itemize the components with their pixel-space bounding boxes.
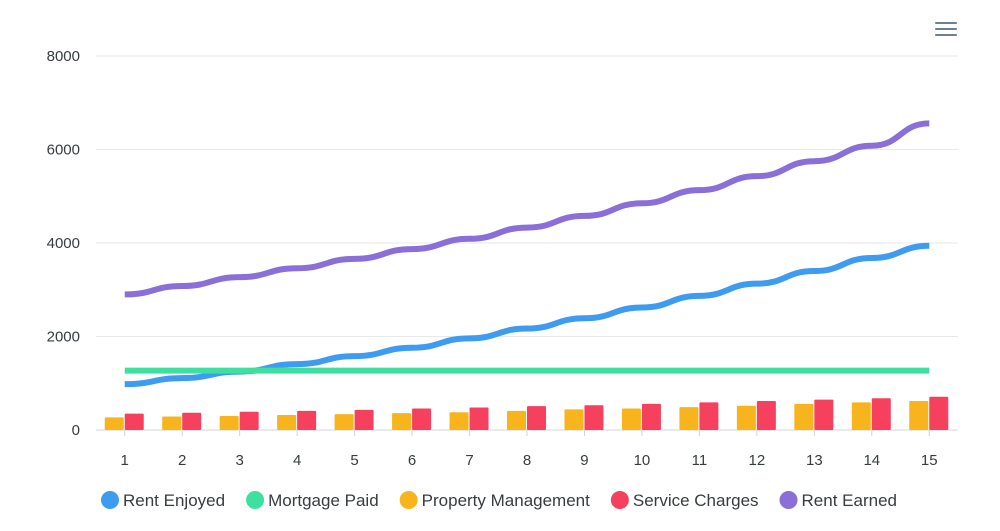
- x-tick-label: 8: [523, 452, 531, 469]
- y-tick-label: 2000: [47, 329, 80, 346]
- legend-marker: [610, 491, 629, 509]
- x-tick-label: 7: [465, 452, 473, 469]
- legend-label: Rent Earned: [802, 491, 897, 510]
- bar-property-management[interactable]: [736, 405, 756, 430]
- x-tick-label: 3: [235, 452, 243, 469]
- menu-bar-middle: [935, 28, 957, 30]
- bar-service-charges[interactable]: [871, 398, 891, 430]
- bar-property-management[interactable]: [449, 412, 469, 430]
- bar-service-charges[interactable]: [641, 403, 661, 430]
- bar-service-charges[interactable]: [239, 411, 259, 430]
- x-tick-label: 15: [921, 452, 938, 469]
- bar-property-management[interactable]: [851, 402, 871, 430]
- bar-property-management[interactable]: [162, 416, 182, 430]
- bar-property-management[interactable]: [794, 403, 814, 430]
- menu-bar-top: [935, 22, 957, 24]
- bar-series: [104, 396, 949, 430]
- bar-service-charges[interactable]: [527, 406, 546, 430]
- bar-service-charges[interactable]: [469, 407, 489, 430]
- legend-label: Property Management: [422, 491, 590, 510]
- bar-service-charges[interactable]: [182, 412, 202, 430]
- bar-service-charges[interactable]: [124, 413, 144, 430]
- legend-item-rent-earned[interactable]: Rent Earned: [779, 491, 897, 510]
- line-series: [124, 120, 930, 388]
- legend-label: Rent Enjoyed: [123, 491, 225, 510]
- legend-item-service-charges[interactable]: Service Charges: [610, 491, 759, 510]
- bar-service-charges[interactable]: [584, 405, 604, 430]
- y-tick-label: 4000: [47, 235, 80, 252]
- bar-property-management[interactable]: [104, 417, 124, 430]
- x-tick-label: 10: [634, 452, 651, 469]
- x-tick-label: 13: [806, 452, 823, 469]
- bar-property-management[interactable]: [679, 407, 699, 430]
- x-tick-label: 12: [749, 452, 766, 469]
- bar-service-charges[interactable]: [814, 399, 834, 430]
- hamburger-menu-icon[interactable]: [930, 18, 960, 42]
- legend-item-mortgage-paid[interactable]: Mortgage Paid: [246, 491, 379, 510]
- legend-label: Service Charges: [633, 491, 759, 510]
- x-tick-label: 2: [178, 452, 186, 469]
- y-tick-label: 6000: [47, 142, 80, 159]
- y-tick-label: 8000: [47, 48, 80, 65]
- x-tick-label: 6: [408, 452, 416, 469]
- legend-marker: [101, 491, 119, 509]
- bar-service-charges[interactable]: [929, 396, 949, 430]
- legend-label: Mortgage Paid: [268, 491, 379, 510]
- y-tick-label: 0: [72, 422, 80, 439]
- x-tick-label: 4: [293, 452, 301, 469]
- bar-service-charges[interactable]: [699, 402, 719, 430]
- bar-property-management[interactable]: [909, 401, 929, 430]
- bar-property-management[interactable]: [219, 415, 239, 430]
- bar-property-management[interactable]: [621, 408, 641, 430]
- legend-item-rent-enjoyed[interactable]: Rent Enjoyed: [101, 491, 225, 510]
- x-tick-label: 11: [692, 452, 708, 469]
- x-tick-label: 1: [121, 452, 129, 469]
- bar-property-management[interactable]: [392, 413, 412, 430]
- bar-service-charges[interactable]: [412, 408, 432, 430]
- x-axis: 1 2 3 4 5 6 7 8 9 10 11 12 13 14 15: [121, 430, 938, 469]
- bar-property-management[interactable]: [277, 415, 297, 430]
- bar-property-management[interactable]: [564, 409, 584, 430]
- menu-bar-bottom: [935, 34, 957, 36]
- bar-service-charges[interactable]: [297, 410, 317, 430]
- x-tick-label: 5: [350, 452, 358, 469]
- bar-property-management[interactable]: [507, 410, 526, 430]
- legend-marker: [779, 491, 798, 509]
- legend-item-property-management[interactable]: Property Management: [399, 491, 590, 510]
- legend-marker: [399, 491, 418, 509]
- bar-service-charges[interactable]: [354, 409, 374, 430]
- bar-property-management[interactable]: [334, 414, 354, 430]
- legend-marker: [246, 491, 265, 509]
- line-rent-enjoyed[interactable]: [124, 242, 930, 388]
- y-axis: 0 2000 4000 6000 8000: [47, 48, 80, 439]
- line-rent-earned[interactable]: [124, 120, 930, 298]
- bar-service-charges[interactable]: [756, 401, 776, 430]
- x-tick-label: 14: [863, 452, 880, 469]
- legend[interactable]: Rent Enjoyed Mortgage Paid Property Manage…: [101, 491, 897, 510]
- x-tick-label: 9: [580, 452, 588, 469]
